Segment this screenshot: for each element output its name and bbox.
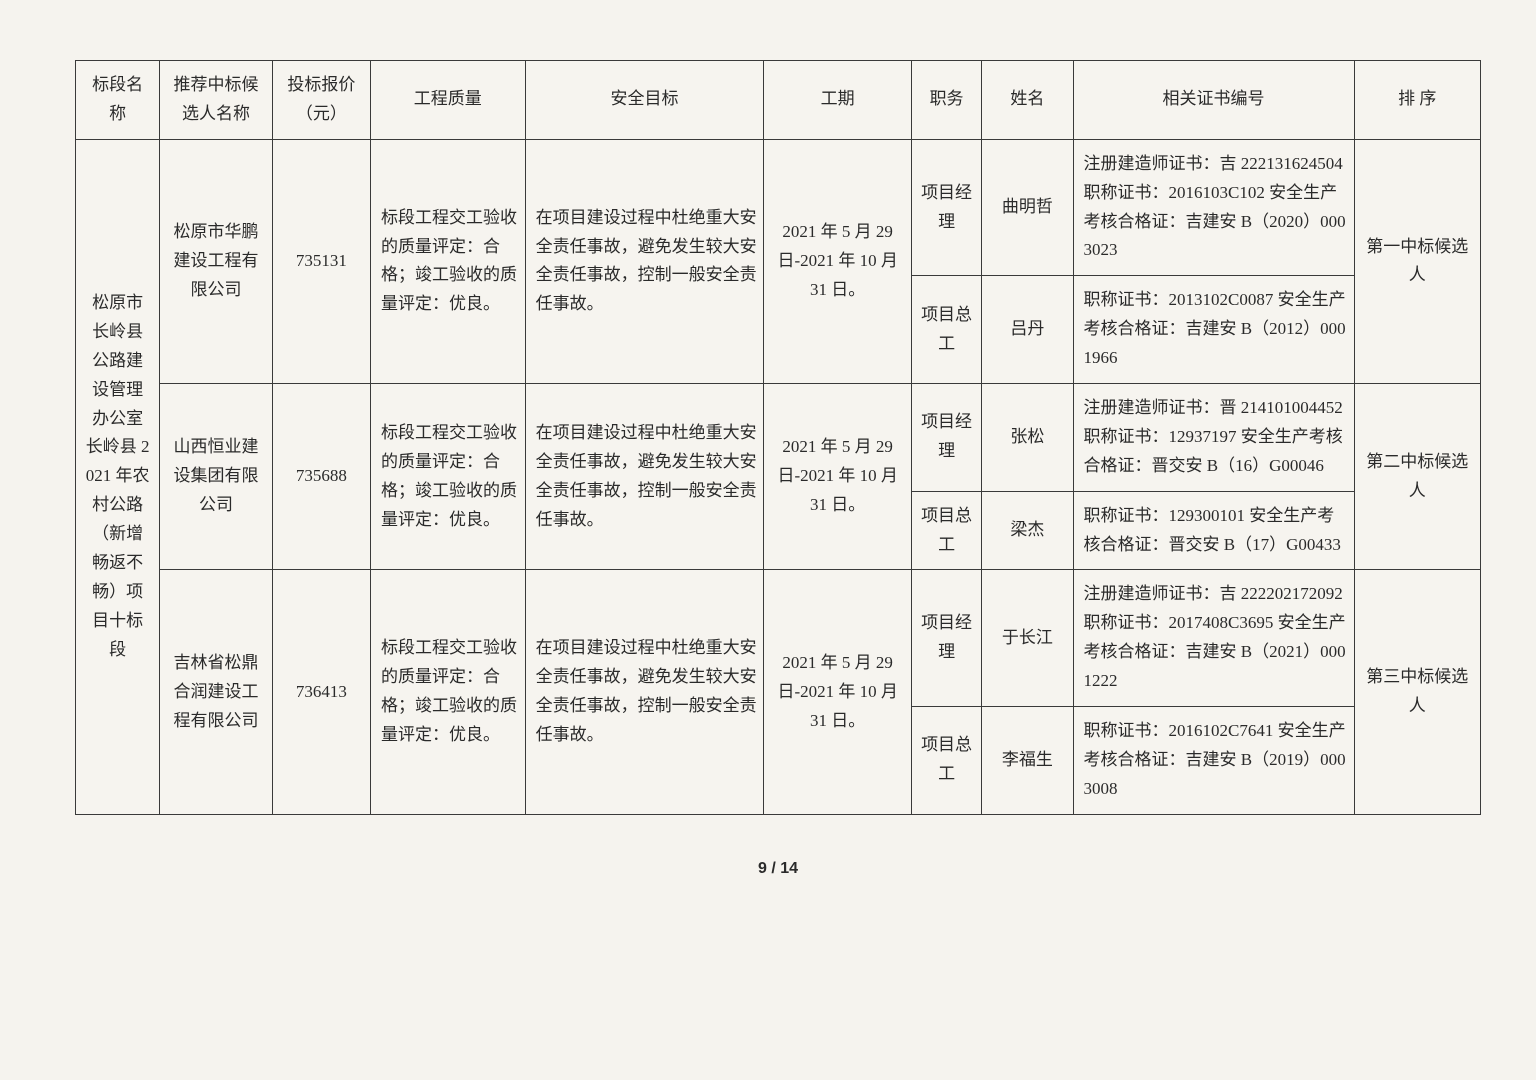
cell-person: 梁杰 <box>982 491 1073 570</box>
cell-safety: 在项目建设过程中杜绝重大安全责任事故，避免发生较大安全责任事故，控制一般安全责任… <box>525 570 764 814</box>
cell-candidate: 吉林省松鼎合润建设工程有限公司 <box>160 570 272 814</box>
cell-cert: 职称证书：2016102C7641 安全生产考核合格证：吉建安 B（2019）0… <box>1073 707 1354 815</box>
cell-safety: 在项目建设过程中杜绝重大安全责任事故，避免发生较大安全责任事故，控制一般安全责任… <box>525 384 764 570</box>
cell-section: 松原市长岭县公路建设管理办公室长岭县 2021 年农村公路（新增畅返不畅）项目十… <box>76 139 160 814</box>
col-rank: 排 序 <box>1354 61 1481 140</box>
page-number: 9 / 14 <box>75 860 1481 878</box>
cell-role: 项目经理 <box>911 570 981 707</box>
cell-rank: 第三中标候选人 <box>1354 570 1481 814</box>
col-person: 姓名 <box>982 61 1073 140</box>
cell-candidate: 松原市华鹏建设工程有限公司 <box>160 139 272 383</box>
table-row: 吉林省松鼎合润建设工程有限公司 736413 标段工程交工验收的质量评定：合格；… <box>76 570 1481 707</box>
cell-period: 2021 年 5 月 29 日-2021 年 10 月 31 日。 <box>764 384 912 570</box>
cell-person: 吕丹 <box>982 276 1073 384</box>
cell-person: 张松 <box>982 384 1073 492</box>
cell-bid: 736413 <box>272 570 370 814</box>
cell-rank: 第一中标候选人 <box>1354 139 1481 383</box>
col-candidate: 推荐中标候选人名称 <box>160 61 272 140</box>
col-section: 标段名称 <box>76 61 160 140</box>
cell-cert: 职称证书：2013102C0087 安全生产考核合格证：吉建安 B（2012）0… <box>1073 276 1354 384</box>
cell-role: 项目经理 <box>911 139 981 276</box>
cell-quality: 标段工程交工验收的质量评定：合格；竣工验收的质量评定：优良。 <box>371 384 526 570</box>
col-quality: 工程质量 <box>371 61 526 140</box>
cell-person: 于长江 <box>982 570 1073 707</box>
cell-cert: 注册建造师证书：吉 222202172092 职称证书：2017408C3695… <box>1073 570 1354 707</box>
cell-person: 曲明哲 <box>982 139 1073 276</box>
col-cert: 相关证书编号 <box>1073 61 1354 140</box>
col-safety: 安全目标 <box>525 61 764 140</box>
cell-cert: 注册建造师证书：晋 214101004452 职称证书：12937197 安全生… <box>1073 384 1354 492</box>
cell-period: 2021 年 5 月 29 日-2021 年 10 月 31 日。 <box>764 139 912 383</box>
cell-period: 2021 年 5 月 29 日-2021 年 10 月 31 日。 <box>764 570 912 814</box>
table-row: 松原市长岭县公路建设管理办公室长岭县 2021 年农村公路（新增畅返不畅）项目十… <box>76 139 1481 276</box>
col-period: 工期 <box>764 61 912 140</box>
cell-bid: 735688 <box>272 384 370 570</box>
cell-bid: 735131 <box>272 139 370 383</box>
cell-candidate: 山西恒业建设集团有限公司 <box>160 384 272 570</box>
cell-role: 项目总工 <box>911 276 981 384</box>
cell-quality: 标段工程交工验收的质量评定：合格；竣工验收的质量评定：优良。 <box>371 139 526 383</box>
cell-cert: 注册建造师证书：吉 222131624504 职称证书：2016103C102 … <box>1073 139 1354 276</box>
cell-rank: 第二中标候选人 <box>1354 384 1481 570</box>
cell-role: 项目经理 <box>911 384 981 492</box>
col-bid: 投标报价（元） <box>272 61 370 140</box>
table-row: 山西恒业建设集团有限公司 735688 标段工程交工验收的质量评定：合格；竣工验… <box>76 384 1481 492</box>
bid-table: 标段名称 推荐中标候选人名称 投标报价（元） 工程质量 安全目标 工期 职务 姓… <box>75 60 1481 815</box>
cell-role: 项目总工 <box>911 491 981 570</box>
cell-safety: 在项目建设过程中杜绝重大安全责任事故，避免发生较大安全责任事故，控制一般安全责任… <box>525 139 764 383</box>
table-header-row: 标段名称 推荐中标候选人名称 投标报价（元） 工程质量 安全目标 工期 职务 姓… <box>76 61 1481 140</box>
cell-cert: 职称证书：129300101 安全生产考核合格证：晋交安 B（17）G00433 <box>1073 491 1354 570</box>
cell-quality: 标段工程交工验收的质量评定：合格；竣工验收的质量评定：优良。 <box>371 570 526 814</box>
cell-person: 李福生 <box>982 707 1073 815</box>
col-role: 职务 <box>911 61 981 140</box>
cell-role: 项目总工 <box>911 707 981 815</box>
